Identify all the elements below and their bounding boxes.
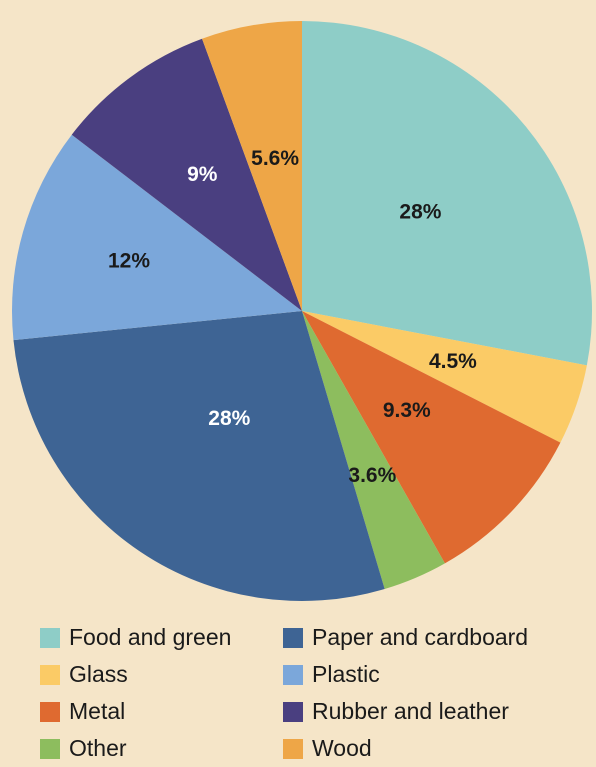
data-label-metal: 9.3% <box>383 399 431 422</box>
pie-slice-plastic <box>12 134 302 341</box>
legend-label: Glass <box>69 661 128 687</box>
legend-swatch <box>40 738 60 759</box>
legend-label: Rubber and leather <box>312 698 509 724</box>
legend-swatch <box>40 664 60 685</box>
data-label-food-and-green: 28% <box>399 201 441 224</box>
legend-swatch <box>40 627 60 648</box>
pie-slice-rubber-and-leather <box>71 38 302 311</box>
legend-label: Plastic <box>312 661 380 687</box>
data-label-rubber-and-leather: 9% <box>187 163 218 186</box>
legend-label: Metal <box>69 698 126 724</box>
legend-swatch <box>283 738 303 759</box>
legend-item-rubber-and-leather: Rubber and leather <box>283 693 583 730</box>
legend-swatch <box>283 701 303 722</box>
legend: Food and green Paper and cardboard Glass Pl… <box>40 619 590 767</box>
pie-slice-metal <box>302 311 561 564</box>
data-label-wood: 5.6% <box>251 147 299 170</box>
data-label-glass: 4.5% <box>429 350 477 373</box>
data-label-paper-and-cardboard: 28% <box>208 407 250 430</box>
pie-chart: 28% 4.5% 9.3% 3.6% 28% 12% 9% 5.6% <box>12 21 592 601</box>
legend-item-glass: Glass <box>40 656 283 693</box>
legend-item-food-and-green: Food and green <box>40 619 283 656</box>
data-label-other: 3.6% <box>348 464 396 487</box>
pie-slice-wood <box>202 21 302 311</box>
legend-item-wood: Wood <box>283 730 583 767</box>
legend-label: Paper and cardboard <box>312 624 529 650</box>
legend-item-other: Other <box>40 730 283 767</box>
pie-slice-food-and-green <box>302 21 592 366</box>
data-label-plastic: 12% <box>108 249 150 272</box>
legend-swatch <box>40 701 60 722</box>
legend-label: Other <box>69 735 127 761</box>
legend-label: Food and green <box>69 624 232 650</box>
pie-slice-glass <box>302 311 587 443</box>
legend-item-paper-and-cardboard: Paper and cardboard <box>283 619 583 656</box>
legend-item-plastic: Plastic <box>283 656 583 693</box>
pie-slice-other <box>302 311 445 589</box>
legend-swatch <box>283 664 303 685</box>
legend-swatch <box>283 627 303 648</box>
pie-slice-paper-and-cardboard <box>13 311 385 601</box>
pie-data-labels: 28% 4.5% 9.3% 3.6% 28% 12% 9% 5.6% <box>108 147 477 487</box>
legend-item-metal: Metal <box>40 693 283 730</box>
pie-slices <box>12 21 592 601</box>
legend-label: Wood <box>312 735 372 761</box>
